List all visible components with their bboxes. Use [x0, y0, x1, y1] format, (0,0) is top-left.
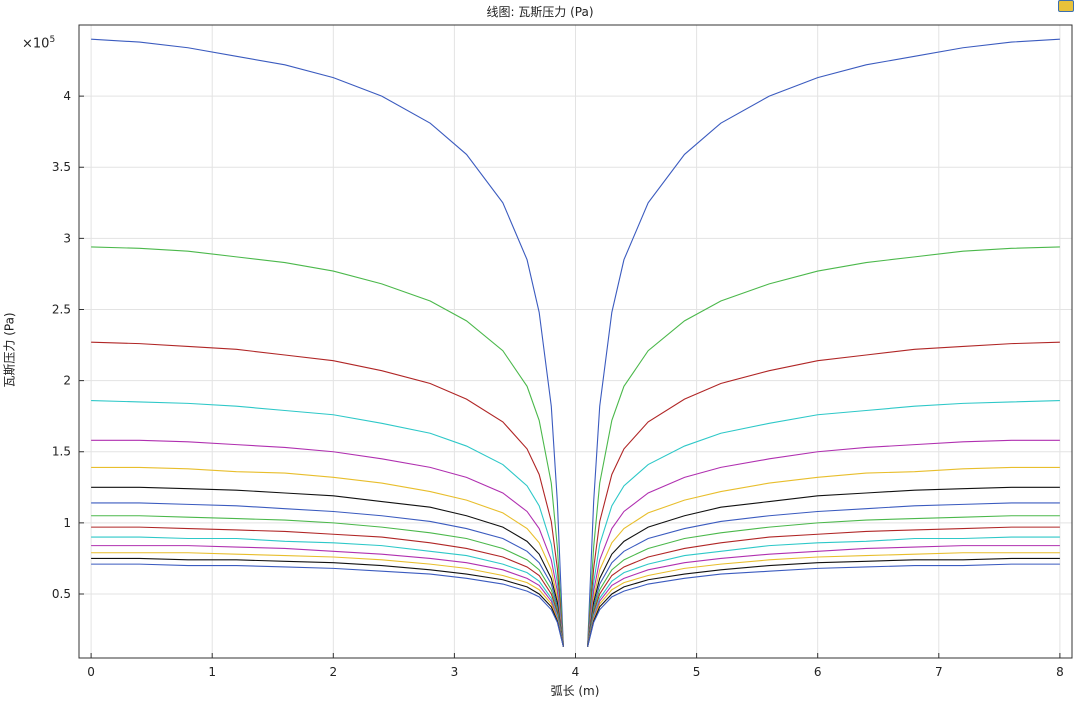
y-tick-label: 2.5: [52, 302, 71, 316]
series-line-left-7: [91, 486, 564, 647]
x-tick-label: 3: [451, 665, 459, 679]
x-tick-label: 8: [1056, 665, 1064, 679]
series-line-right-3: [587, 341, 1060, 647]
y-tick-label: 2: [63, 374, 71, 388]
y-exponent-base: ×10: [22, 36, 50, 52]
series-line-right-4: [587, 399, 1060, 647]
series-line-left-8: [91, 502, 564, 647]
series-line-left-1: [91, 38, 564, 647]
series-line-left-15: [91, 563, 564, 647]
ticks: 0 1 2 3 4 5 6 7 8 0.5 1 1.5 2 2.5 3 3.5 4: [52, 89, 1064, 679]
series-line-right-1: [587, 38, 1060, 647]
series-layer: [91, 38, 1060, 647]
series-line-left-3: [91, 341, 564, 647]
y-tick-label: 3.5: [52, 160, 71, 174]
series-line-right-13: [587, 552, 1060, 647]
series-line-right-12: [587, 545, 1060, 647]
y-tick-label: 1.5: [52, 445, 71, 459]
x-tick-label: 7: [935, 665, 943, 679]
series-line-right-14: [587, 557, 1060, 647]
chart-title: 线图: 瓦斯压力 (Pa): [486, 5, 594, 19]
grid: [79, 25, 1072, 658]
series-line-left-12: [91, 545, 564, 647]
series-line-right-11: [587, 536, 1060, 647]
series-line-left-4: [91, 399, 564, 647]
series-line-right-10: [587, 526, 1060, 647]
series-line-right-15: [587, 563, 1060, 647]
series-line-left-5: [91, 439, 564, 647]
x-tick-label: 1: [208, 665, 216, 679]
series-line-left-6: [91, 466, 564, 647]
plot-toolbar-icon[interactable]: [1058, 0, 1074, 12]
series-line-left-10: [91, 526, 564, 647]
y-tick-label: 3: [63, 231, 71, 245]
series-line-left-14: [91, 557, 564, 647]
series-line-right-9: [587, 515, 1060, 647]
x-axis-label: 弧长 (m): [550, 684, 600, 698]
series-line-right-7: [587, 486, 1060, 647]
y-tick-label: 0.5: [52, 587, 71, 601]
y-tick-label: 4: [63, 89, 71, 103]
series-line-left-2: [91, 246, 564, 647]
y-exponent-label: ×105: [22, 35, 55, 51]
series-line-right-5: [587, 439, 1060, 647]
x-tick-label: 6: [814, 665, 822, 679]
x-tick-label: 5: [693, 665, 701, 679]
series-line-right-2: [587, 246, 1060, 647]
x-tick-label: 2: [329, 665, 337, 679]
series-line-right-6: [587, 466, 1060, 647]
y-tick-label: 1: [63, 516, 71, 530]
x-tick-label: 4: [572, 665, 580, 679]
series-line-left-9: [91, 515, 564, 647]
series-line-left-13: [91, 552, 564, 647]
series-line-right-8: [587, 502, 1060, 647]
y-exponent-power: 5: [49, 35, 56, 45]
x-tick-label: 0: [87, 665, 95, 679]
series-line-left-11: [91, 536, 564, 647]
